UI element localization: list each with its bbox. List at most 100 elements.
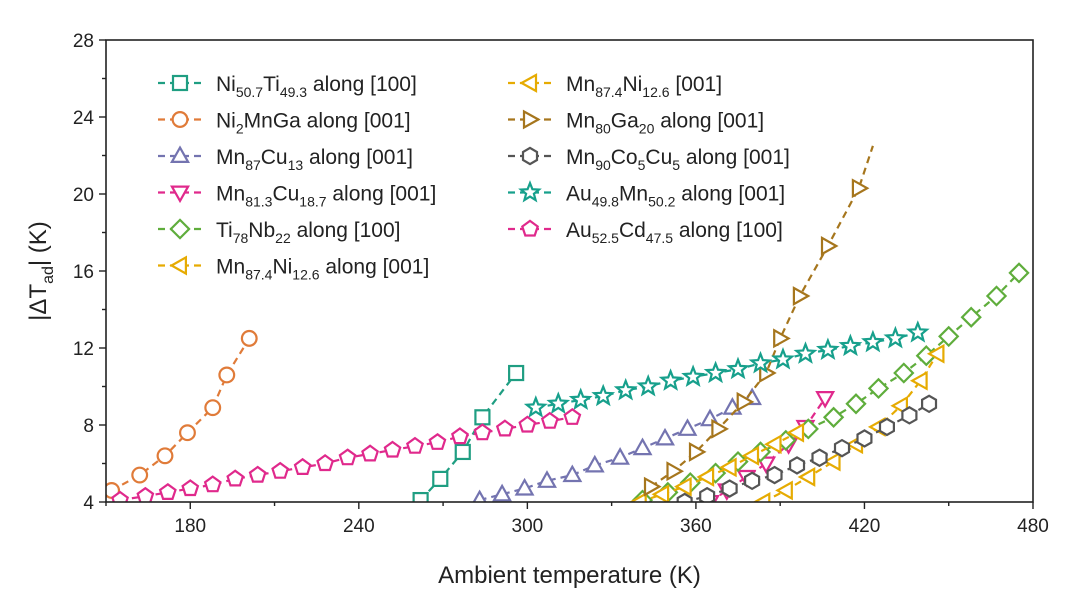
series-ni50-7ti49-3-along-100-point-1 xyxy=(432,470,449,487)
series-mn80ga20-along-001-point-0 xyxy=(643,476,662,497)
series-au49-8mn50-2-along-001-point-4 xyxy=(613,377,638,401)
series-ti78nb22-along-100-point-11 xyxy=(893,362,915,384)
series-mn90co5cu5-along-001-point-0 xyxy=(676,492,693,502)
legend-item-au52-5cd47-5-along-100-label: Au52.5Cd47.5 along [100] xyxy=(566,219,783,246)
series-au52-5cd47-5-along-100-point-5 xyxy=(226,469,245,487)
series-mn87-4ni12-6-along-001-point-1 xyxy=(775,480,793,501)
legend-item-ni2mnga-along-001: Ni2MnGa along [001] xyxy=(158,110,411,137)
series-mn80ga20-along-001-point-4 xyxy=(736,391,755,412)
y-axis-title-base: |ΔT xyxy=(25,284,52,321)
series-au49-8mn50-2-along-001-point-13 xyxy=(816,337,840,361)
series-group xyxy=(106,145,1030,502)
series-au49-8mn50-2-along-001-point-15 xyxy=(861,329,885,353)
series-ni50-7ti49-3-along-100-point-2 xyxy=(454,443,471,461)
axes: 180 240 300 360 420 480 4 8 12 16 20 24 28 Ambient te… xyxy=(25,31,1049,589)
legend-item-mn87-4ni12-6-001-label: Mn87.4Ni12.6 [001] xyxy=(566,73,722,100)
series-mn87-4ni12-6-001-point-2 xyxy=(674,476,692,497)
series-au49-8mn50-2-along-001 xyxy=(523,320,930,418)
legend-item-mn90co5cu5-along-001-label: Mn90Co5Cu5 along [001] xyxy=(566,146,790,173)
series-mn81-3cu18-7-along-001-point-3 xyxy=(756,456,777,475)
series-au49-8mn50-2-along-001-point-6 xyxy=(658,368,683,391)
x-tick-label: 240 xyxy=(343,516,375,537)
series-au52-5cd47-5-along-100-point-11 xyxy=(361,444,379,462)
legend-item-mn81-3cu18-7-along-001-label: Mn81.3Cu18.7 along [001] xyxy=(216,183,436,210)
series-au49-8mn50-2-along-001-point-16 xyxy=(883,325,908,349)
series-mn87-4ni12-6-along-001-point-0 xyxy=(752,492,771,502)
series-au52-5cd47-5-along-100-point-14 xyxy=(428,432,447,450)
series-ni50-7ti49-3-along-100-point-3 xyxy=(474,409,491,426)
series-mn90co5cu5-along-001-point-9 xyxy=(878,417,896,437)
legend-item-mn87-4ni12-6-along-001: Mn87.4Ni12.6 along [001] xyxy=(158,256,429,283)
series-mn90co5cu5-along-001-point-5 xyxy=(788,456,806,475)
series-au52-5cd47-5-along-100-point-16 xyxy=(473,423,492,441)
series-au49-8mn50-2-along-001-point-2 xyxy=(568,387,593,411)
y-axis-title-rest: | (K) xyxy=(25,221,52,266)
x-axis-title: Ambient temperature (K) xyxy=(438,562,701,589)
legend-item-ti78nb22-along-100-label: Ti78Nb22 along [100] xyxy=(216,219,401,246)
series-mn90co5cu5-along-001-point-1 xyxy=(699,486,716,502)
series-au49-8mn50-2-along-001-point-12 xyxy=(793,341,818,364)
legend-item-mn81-3cu18-7-along-001: Mn81.3Cu18.7 along [001] xyxy=(158,183,436,210)
series-mn90co5cu5-along-001-point-11 xyxy=(920,394,938,414)
legend-item-ni2mnga-along-001-marker xyxy=(171,111,189,128)
series-ti78nb22-along-100-point-4 xyxy=(727,450,749,473)
series-ti78nb22-along-100 xyxy=(631,262,1030,502)
y-axis-title: |ΔTad| (K) xyxy=(25,221,57,321)
series-au52-5cd47-5-along-100-point-15 xyxy=(451,427,469,445)
series-au49-8mn50-2-along-001-point-3 xyxy=(591,383,616,407)
series-au52-5cd47-5-along-100-point-6 xyxy=(248,465,267,483)
series-mn87-4ni12-6-001-point-3 xyxy=(696,467,715,487)
legend-item-mn87-4ni12-6-001-marker xyxy=(519,73,538,93)
y-tick-label: 20 xyxy=(73,185,94,206)
series-ti78nb22-along-100-line xyxy=(642,272,1020,502)
series-ni2mnga-along-001-point-3 xyxy=(179,424,196,442)
series-mn87-4ni12-6-along-001-point-2 xyxy=(797,467,816,487)
x-tick-label: 420 xyxy=(849,516,881,537)
series-au49-8mn50-2-along-001-point-7 xyxy=(681,364,706,387)
x-tick-label: 480 xyxy=(1017,516,1049,537)
series-au52-5cd47-5-along-100-point-1 xyxy=(136,486,155,502)
x-tick-label: 300 xyxy=(512,516,544,537)
series-mn90co5cu5-along-001-point-7 xyxy=(833,438,851,458)
legend-item-mn90co5cu5-along-001: Mn90Co5Cu5 along [001] xyxy=(508,146,790,173)
series-ni50-7ti49-3-along-100 xyxy=(412,364,525,502)
series-au49-8mn50-2-along-001-point-14 xyxy=(838,333,863,357)
series-ni2mnga-along-001-point-1 xyxy=(131,466,149,484)
series-mn87-4ni12-6-001-point-1 xyxy=(651,484,670,502)
series-au52-5cd47-5-along-100-point-17 xyxy=(495,419,514,437)
series-mn87cu13-along-001 xyxy=(472,387,762,502)
series-ni2mnga-along-001-point-5 xyxy=(218,366,236,384)
series-mn87-4ni12-6-001 xyxy=(629,422,805,502)
series-au52-5cd47-5-along-100-point-3 xyxy=(181,479,200,497)
series-au49-8mn50-2-along-001-point-5 xyxy=(636,374,660,397)
legend-item-mn87cu13-along-001: Mn87Cu13 along [001] xyxy=(158,145,413,173)
series-mn80ga20-along-001-point-9 xyxy=(851,178,870,199)
series-ni2mnga-along-001-line xyxy=(111,337,251,492)
y-tick-label: 16 xyxy=(73,262,94,283)
series-mn87cu13-along-001-point-3 xyxy=(537,470,557,488)
series-ni2mnga-along-001 xyxy=(106,329,258,499)
y-axis-title-sub: ad xyxy=(40,266,57,284)
legend-item-mn80ga20-along-001-marker xyxy=(522,109,541,130)
legend-item-ni2mnga-along-001-label: Ni2MnGa along [001] xyxy=(216,110,411,137)
series-au49-8mn50-2-along-001-point-11 xyxy=(771,347,795,370)
x-tick-label: 180 xyxy=(174,516,206,537)
series-au49-8mn50-2-along-001-point-0 xyxy=(523,395,548,418)
series-au52-5cd47-5-along-100-point-10 xyxy=(338,448,357,466)
series-au49-8mn50-2-along-001-point-1 xyxy=(546,391,571,414)
series-mn90co5cu5-along-001-point-3 xyxy=(743,471,761,491)
series-mn90co5cu5-along-001-point-10 xyxy=(901,406,918,425)
series-au52-5cd47-5-along-100 xyxy=(111,407,582,502)
legend-item-mn80ga20-along-001: Mn80Ga20 along [001] xyxy=(508,110,764,137)
series-mn81-3cu18-7-along-001-point-6 xyxy=(815,391,836,409)
series-au49-8mn50-2-along-001-point-10 xyxy=(748,350,773,374)
series-mn80ga20-along-001-point-8 xyxy=(820,236,839,256)
series-mn80ga20-along-001-point-2 xyxy=(688,442,707,462)
series-mn87cu13-along-001-point-8 xyxy=(655,427,675,446)
series-au52-5cd47-5-along-100-point-18 xyxy=(518,415,537,433)
series-ti78nb22-along-100-point-16 xyxy=(1008,262,1030,284)
legend-item-mn87-4ni12-6-along-001-label: Mn87.4Ni12.6 along [001] xyxy=(216,256,429,283)
legend-item-mn87cu13-along-001-marker xyxy=(170,145,190,163)
series-ni2mnga-along-001-point-6 xyxy=(240,329,258,347)
series-mn87-4ni12-6-along-001-point-7 xyxy=(909,370,928,391)
